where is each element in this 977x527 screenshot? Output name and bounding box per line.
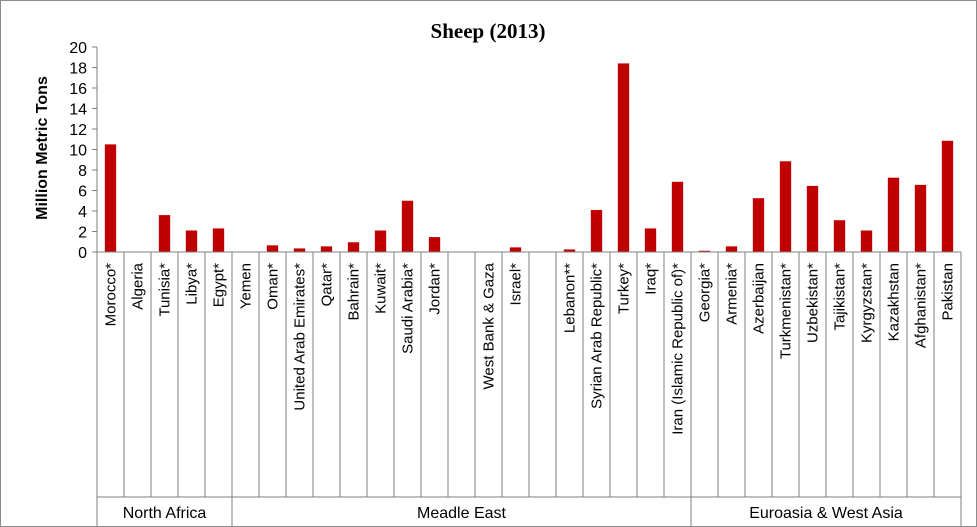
group-label: North Africa xyxy=(123,505,207,522)
category-label: Israel* xyxy=(508,263,525,306)
category-label: West Bank & Gaza xyxy=(481,262,498,389)
category-label: Iran (Islamic Republic of)* xyxy=(670,263,687,435)
bar xyxy=(887,177,900,252)
bar xyxy=(266,245,279,252)
group-label: Euroasia & West Asia xyxy=(749,505,903,522)
bar xyxy=(320,246,333,252)
y-tick-label: 2 xyxy=(78,225,87,242)
bar xyxy=(428,237,441,252)
y-tick-label: 6 xyxy=(78,184,87,201)
category-label: Qatar* xyxy=(319,263,336,307)
category-label: Iraq* xyxy=(643,263,660,295)
bar xyxy=(860,230,873,252)
category-label: Kyrgyzstan* xyxy=(859,263,876,343)
y-tick-label: 12 xyxy=(69,122,87,139)
y-tick-label: 14 xyxy=(69,102,87,119)
category-label: Bahrain* xyxy=(346,263,363,321)
category-label: Tunisia* xyxy=(157,263,174,317)
bar xyxy=(401,200,414,252)
category-label: Afghanistan* xyxy=(913,263,930,348)
bar xyxy=(185,230,198,252)
bar xyxy=(509,247,522,252)
bar xyxy=(374,230,387,252)
category-label: Turkey* xyxy=(616,263,633,314)
y-tick-label: 16 xyxy=(69,81,87,98)
category-label: Georgia* xyxy=(697,263,714,322)
category-label: Turkmenistan* xyxy=(778,263,795,359)
bar xyxy=(563,249,576,252)
category-label: United Arab Emirates* xyxy=(292,263,309,411)
bar xyxy=(779,161,792,252)
category-label: Syrian Arab Republic* xyxy=(589,263,606,409)
y-tick-label: 18 xyxy=(69,61,87,78)
bar xyxy=(104,144,117,252)
group-label: Meadle East xyxy=(417,505,506,522)
category-label: Tajikistan* xyxy=(832,263,849,331)
y-tick-label: 4 xyxy=(78,204,87,221)
bar xyxy=(806,185,819,252)
category-label: Saudi Arabia* xyxy=(400,263,417,354)
category-label: Jordan* xyxy=(427,263,444,315)
bar xyxy=(725,246,738,252)
category-label: Oman* xyxy=(265,263,282,310)
bar xyxy=(833,220,846,252)
category-label: Yemen xyxy=(238,263,255,309)
category-label: Egypt* xyxy=(211,263,228,307)
bar xyxy=(347,242,360,252)
bar xyxy=(671,181,684,252)
y-tick-label: 8 xyxy=(78,163,87,180)
bar xyxy=(617,63,630,253)
bar xyxy=(212,228,225,252)
y-axis-label: Million Metric Tons xyxy=(34,76,51,220)
bar xyxy=(644,228,657,252)
bar xyxy=(293,248,306,252)
bar xyxy=(914,184,927,252)
bar xyxy=(590,209,603,252)
category-label: Kuwait* xyxy=(373,263,390,314)
category-label: Libya* xyxy=(184,263,201,305)
category-label: Morocco* xyxy=(103,263,120,327)
bar xyxy=(158,215,171,252)
bar xyxy=(698,250,711,252)
category-label: Uzbekistan* xyxy=(805,263,822,343)
chart-title: Sheep (2013) xyxy=(431,19,546,43)
bar xyxy=(941,140,954,252)
bar xyxy=(752,198,765,252)
category-label: Azerbaijan xyxy=(751,263,768,334)
category-label: Pakistan xyxy=(940,263,957,321)
category-label: Algeria xyxy=(130,262,147,309)
category-label: Kazakhstan xyxy=(886,263,903,341)
category-label: Armenia* xyxy=(724,263,741,325)
y-tick-label: 20 xyxy=(69,40,87,57)
y-tick-label: 10 xyxy=(69,143,87,160)
category-label: Lebanon** xyxy=(562,263,579,333)
y-tick-label: 0 xyxy=(78,245,87,262)
